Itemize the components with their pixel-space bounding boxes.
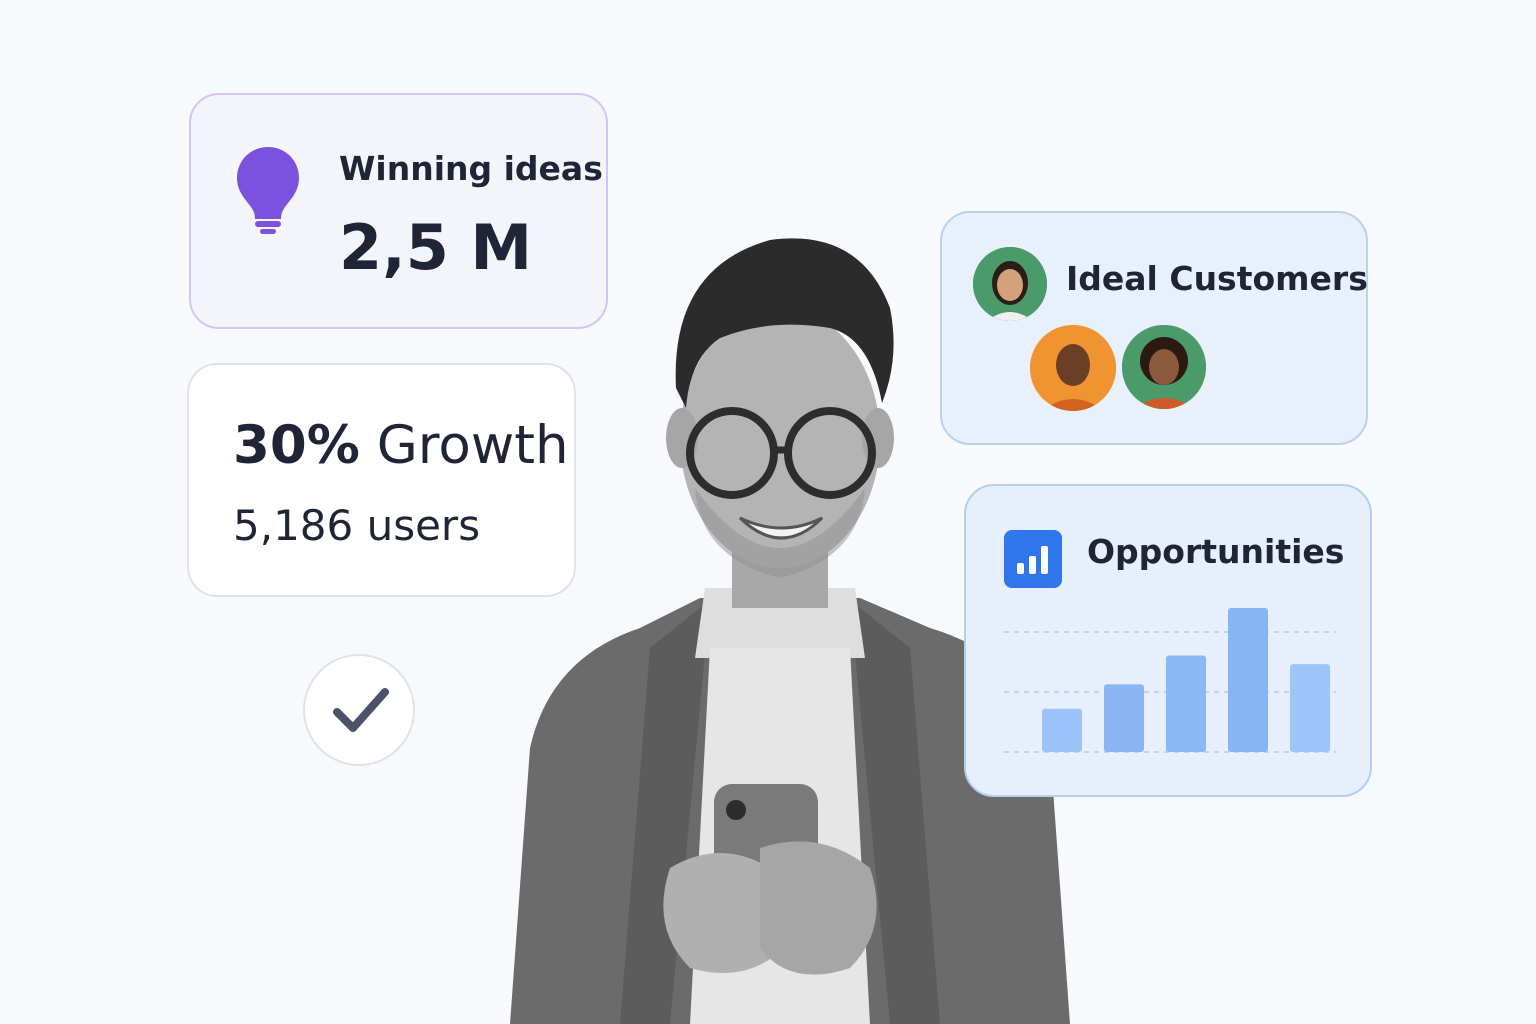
avatar [1122,325,1206,409]
ideal-customers-label: Ideal Customers [1066,259,1368,298]
chart-bar [1228,608,1268,752]
chart-bar [1104,684,1144,752]
ideal-customers-card: Ideal Customers [940,211,1368,445]
chart-bar [1166,655,1206,752]
opportunities-card: Opportunities [964,484,1372,797]
opportunities-bar-chart [1004,608,1336,753]
person-avatar-icon [1122,325,1206,409]
avatar [973,247,1047,321]
growth-title: 30% Growth [233,415,569,476]
growth-card: 30% Growth 5,186 users [187,363,576,597]
winning-ideas-label: Winning ideas [339,149,603,188]
chart-bar [1290,664,1330,752]
winning-ideas-card: Winning ideas 2,5 M [189,93,608,329]
checkmark-icon [333,688,389,732]
growth-percent: 30% [233,415,360,476]
growth-users: 5,186 users [233,501,481,550]
person-avatar-icon [973,247,1047,321]
opportunities-label: Opportunities [1087,532,1345,571]
bar-chart-icon [1004,530,1062,588]
check-badge[interactable] [303,654,415,766]
person-illustration [510,238,1070,1024]
person-avatar-icon [1030,325,1116,411]
growth-word: Growth [376,415,569,476]
avatar [1030,325,1116,411]
lightbulb-icon [237,147,299,234]
chart-bar [1042,708,1082,752]
winning-ideas-value: 2,5 M [339,211,533,284]
